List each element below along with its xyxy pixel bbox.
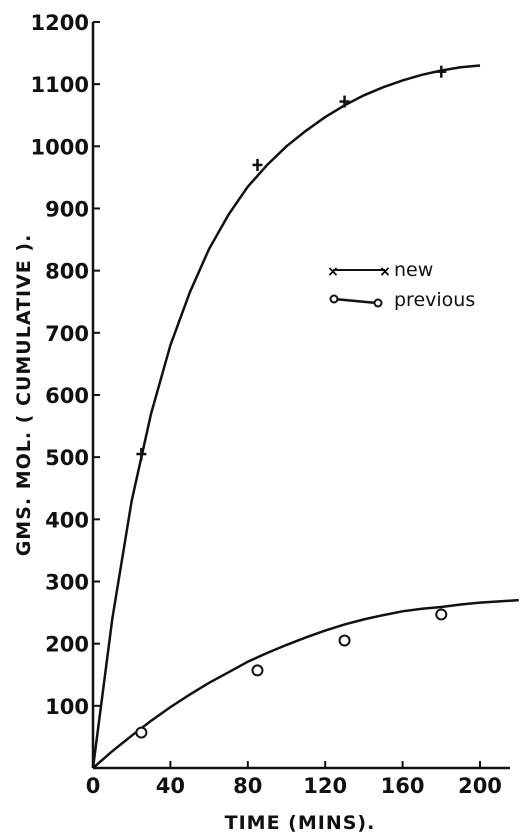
- series-group: [91, 64, 519, 769]
- y-tick-label-500: 500: [45, 446, 89, 470]
- y-tick-label-400: 400: [45, 508, 89, 532]
- x-axis-label: TIME (MINS).: [225, 812, 376, 834]
- y-tick-label-1100: 1100: [31, 73, 89, 97]
- data-point-previous-2: [338, 634, 351, 647]
- y-tick-label-700: 700: [45, 322, 89, 346]
- x-tick-label-160: 160: [381, 774, 425, 798]
- legend-marker-x-right: ×: [379, 264, 391, 280]
- legend-label-previous: previous: [394, 289, 475, 311]
- y-tick-label-300: 300: [45, 570, 89, 594]
- data-point-new-0: [136, 448, 147, 461]
- legend-item-previous: previous: [329, 289, 475, 311]
- y-tick-label-1200: 1200: [31, 11, 89, 35]
- legend-marker-o-right: [373, 298, 383, 308]
- legend: × × new previous: [327, 259, 475, 311]
- x-tick-label-120: 120: [303, 774, 347, 798]
- legend-label-new: new: [394, 259, 433, 281]
- data-point-previous-1: [251, 664, 264, 677]
- x-tick-label-80: 80: [233, 774, 262, 798]
- data-point-previous-0: [135, 726, 148, 739]
- y-ticks: 100 200 300 400 500 600 700 800 900 1000 1100 1200: [31, 11, 100, 719]
- data-point-new-2: [339, 95, 350, 108]
- y-axis-label: GMS. MOL. ( CUMULATIVE ).: [13, 234, 35, 557]
- x-tick-label-40: 40: [156, 774, 185, 798]
- x-ticks: 0 40 80 120 160 200: [86, 761, 502, 798]
- y-tick-label-200: 200: [45, 633, 89, 657]
- series-line-new: [91, 64, 481, 769]
- y-tick-label-800: 800: [45, 260, 89, 284]
- legend-item-new: × × new: [327, 259, 433, 281]
- y-tick-label-600: 600: [45, 384, 89, 408]
- series-line-previous: [92, 598, 519, 769]
- data-point-previous-3: [435, 608, 448, 621]
- legend-marker-x-left: ×: [327, 264, 339, 280]
- legend-line-previous: [333, 297, 378, 305]
- x-tick-label-0: 0: [86, 774, 101, 798]
- data-point-new-1: [252, 158, 263, 171]
- y-tick-label-1000: 1000: [31, 135, 89, 159]
- data-point-new-3: [436, 65, 447, 78]
- x-tick-label-200: 200: [458, 774, 502, 798]
- y-tick-label-100: 100: [45, 695, 89, 719]
- y-tick-label-900: 900: [45, 197, 89, 221]
- legend-marker-o-left: [329, 294, 339, 304]
